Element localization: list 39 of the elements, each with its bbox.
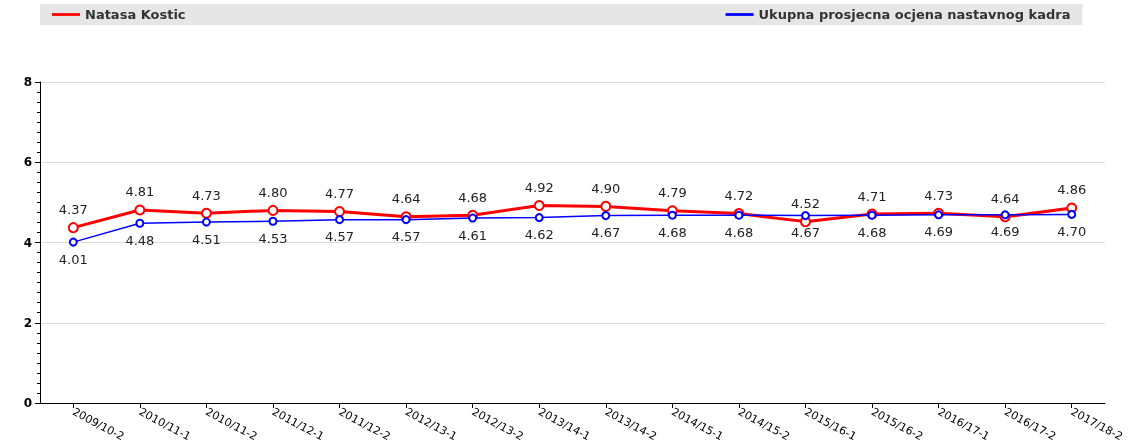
- data-label: 4.61: [458, 227, 488, 243]
- data-label: 4.57: [325, 229, 355, 245]
- data-label: 4.73: [924, 187, 954, 203]
- y-tick-label: 2: [23, 315, 32, 330]
- data-label: 4.68: [657, 224, 687, 240]
- data-label: 4.73: [191, 187, 221, 203]
- y-tick-label: 4: [23, 235, 32, 250]
- legend-label: Ukupna prosjecna ocjena nastavnog kadra: [758, 7, 1071, 22]
- data-label: 4.90: [591, 180, 621, 196]
- data-label: 4.68: [857, 224, 887, 240]
- data-label: 4.70: [1057, 223, 1087, 239]
- data-label: 4.80: [258, 184, 288, 200]
- data-label: 4.64: [391, 191, 421, 207]
- legend-label: Natasa Kostic: [85, 7, 186, 22]
- y-tick-label: 8: [23, 75, 32, 89]
- data-label: 4.52: [790, 196, 820, 212]
- y-tick-label: 6: [23, 155, 32, 170]
- data-label: 4.62: [524, 227, 554, 243]
- data-label: 4.01: [58, 251, 88, 267]
- data-label: 4.67: [591, 225, 621, 241]
- data-label: 4.68: [724, 224, 754, 240]
- data-label: 4.92: [524, 180, 554, 196]
- data-label: 4.48: [125, 232, 155, 248]
- data-label: 4.69: [990, 224, 1020, 240]
- data-label: 4.77: [325, 186, 355, 202]
- data-label: 4.51: [191, 231, 221, 247]
- data-label: 4.69: [924, 224, 954, 240]
- data-label: 4.72: [724, 188, 754, 204]
- data-label: 4.79: [657, 185, 687, 201]
- data-label: 4.68: [458, 189, 488, 205]
- data-label: 4.86: [1057, 182, 1087, 198]
- data-label: 4.71: [857, 188, 887, 204]
- data-label: 4.81: [125, 184, 155, 200]
- data-label: 4.53: [258, 230, 288, 246]
- data-label: 4.57: [391, 229, 421, 245]
- data-label: 4.37: [58, 202, 88, 218]
- data-label: 4.67: [790, 225, 820, 241]
- y-tick-label: 0: [23, 396, 32, 410]
- data-label: 4.64: [990, 191, 1020, 207]
